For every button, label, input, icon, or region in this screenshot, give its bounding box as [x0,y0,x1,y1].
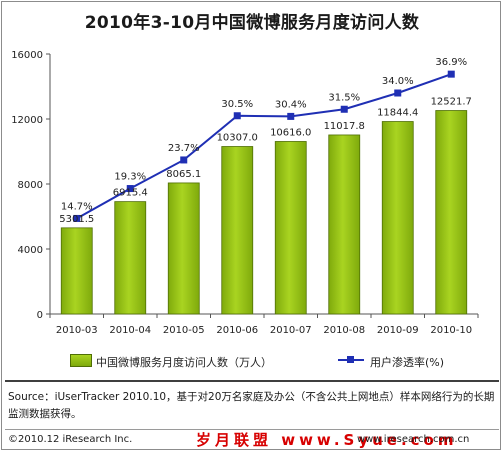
line-value-label: 30.5% [221,99,253,110]
line-marker [394,89,402,97]
line-marker [180,156,188,164]
penetration-line [76,73,452,220]
bar [167,182,200,315]
bar-value-label: 12521.7 [431,97,472,108]
y-tick-label: 0 [37,310,43,321]
line-value-label: 34.0% [382,76,414,87]
bar-value-label: 10616.0 [270,127,311,138]
bar-series [60,110,468,315]
x-tick-label: 2010-09 [377,325,419,336]
bar [274,141,307,315]
x-tick-label: 2010-06 [216,325,258,336]
bar [328,134,361,315]
x-tick-label: 2010-08 [323,325,365,336]
bar-value-label: 11017.8 [324,121,365,132]
website-link[interactable]: www.iresearch.com.cn [357,434,470,445]
legend-bar-label: 中国微博服务月度访问人数（万人） [96,356,272,369]
x-tick-label: 2010-10 [430,325,472,336]
bar [221,146,254,315]
bar-value-label: 11844.4 [377,108,418,119]
line-value-label: 31.5% [328,92,360,103]
x-tick-label: 2010-04 [109,325,151,336]
line-marker [447,70,455,78]
line-value-label: 36.9% [435,57,467,68]
legend-line-marker [347,356,354,363]
bar [114,201,147,315]
bar [381,121,414,315]
y-tick-label: 12000 [11,115,43,126]
line-marker [73,214,81,222]
y-tick-label: 4000 [18,245,43,256]
bar [435,110,468,315]
line-marker [126,185,134,193]
line-value-label: 23.7% [168,143,200,154]
bar-value-label: 8065.1 [166,169,201,180]
line-value-label: 14.7% [61,201,93,212]
bar-value-label: 10307.0 [217,133,258,144]
data-labels: 5301.5 6915.4 8065.1 10307.0 10616.0 11017.8 1… [59,57,472,225]
chart-axes: 0 4000 8000 12000 16000 2010-03 2010-04 2010-05… [11,50,479,336]
legend-bar-swatch [70,354,92,367]
x-tick-label: 2010-07 [270,325,312,336]
footer-divider [5,429,499,430]
chart-plot: 0 4000 8000 12000 16000 2010-03 2010-04 2010-05… [11,50,479,336]
y-tick-label: 8000 [18,180,43,191]
bar-value-label: 6915.4 [113,188,148,199]
line-marker [340,105,348,113]
line-marker [287,112,295,120]
bar-value-label: 5301.5 [59,214,94,225]
bar [60,227,93,315]
source-note: Source：iUserTracker 2010.10，基于对20万名家庭及办公… [8,391,495,420]
watermark-text: 岁月联盟 www.Syue.com [196,431,458,449]
x-tick-label: 2010-03 [56,325,98,336]
chart-title: 2010年3-10月中国微博服务月度访问人数 [84,13,420,33]
line-value-label: 19.3% [114,172,146,183]
copyright-text: ©2010.12 iResearch Inc. [8,434,133,445]
legend-line-label: 用户渗透率(%) [370,356,445,369]
divider [5,380,499,382]
y-tick-label: 16000 [11,50,43,61]
line-marker [233,112,241,120]
line-series [73,70,455,222]
legend: 中国微博服务月度访问人数（万人） 用户渗透率(%) [0,350,504,374]
line-value-label: 30.4% [275,99,307,110]
x-tick-label: 2010-05 [163,325,205,336]
